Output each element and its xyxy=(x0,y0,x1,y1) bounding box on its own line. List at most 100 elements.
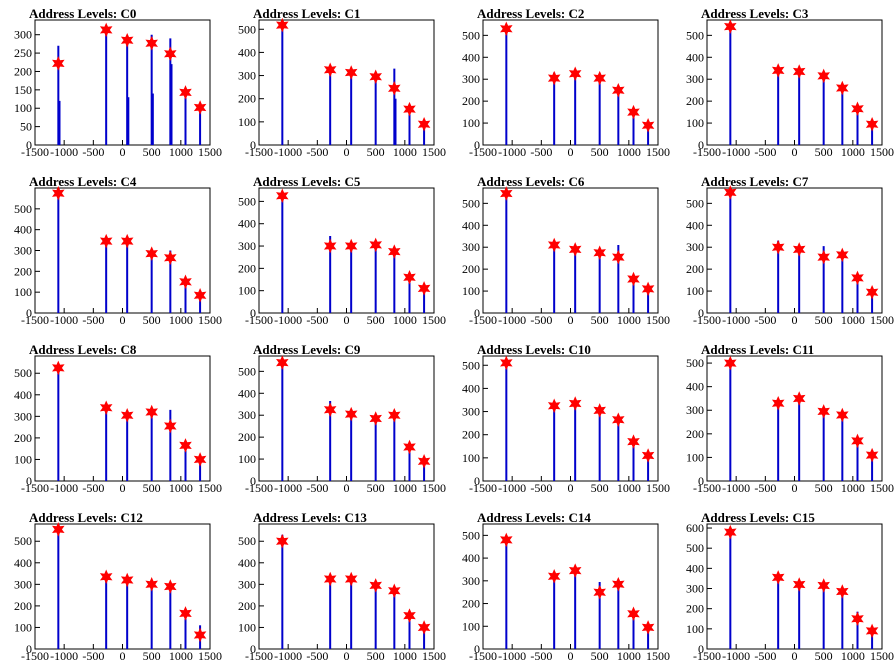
peak-marker xyxy=(164,579,177,594)
peak-marker xyxy=(403,270,416,285)
plot-frame xyxy=(482,355,659,482)
peak-marker xyxy=(388,244,401,259)
x-tick-label: 1500 xyxy=(646,649,670,663)
x-tick-label: 1500 xyxy=(198,481,222,495)
chart-svg: 0 100 200 300 400 500 -1500 -1000 -500 0 500 1000 15… xyxy=(238,523,446,663)
y-tick-label: 300 xyxy=(238,69,256,83)
x-tick-label: 500 xyxy=(143,313,161,327)
plot-frame xyxy=(258,187,435,314)
y-tick-label: 100 xyxy=(238,115,256,129)
chart-panel: Address Levels: C6 0 100 200 300 400 500 -1500-… xyxy=(448,168,672,336)
x-tick-label: 500 xyxy=(591,313,609,327)
x-tick-label: 1000 xyxy=(393,313,417,327)
x-tick-label: 0 xyxy=(568,649,574,663)
peak-marker xyxy=(792,242,806,257)
chart-panel: Address Levels: C9 0 100 200 300 400 500 -1500-… xyxy=(224,336,448,504)
x-tick-label: 0 xyxy=(344,649,350,663)
x-tick-label: -500 xyxy=(754,313,776,327)
y-tick-label: 400 xyxy=(686,50,704,64)
y-tick-label: 500 xyxy=(14,202,32,216)
y-tick-label: 200 xyxy=(238,92,256,106)
x-tick-label: -500 xyxy=(754,481,776,495)
x-tick-label: 1000 xyxy=(169,145,193,159)
plot-frame xyxy=(258,19,435,146)
y-tick-label: 200 xyxy=(462,262,480,276)
y-tick-label: 200 xyxy=(238,430,256,444)
y-tick-label: 300 xyxy=(238,239,256,253)
y-tick-label: 500 xyxy=(462,28,480,42)
y-tick-label: 400 xyxy=(238,386,256,400)
x-tick-label: -1000 xyxy=(50,481,78,495)
y-tick-label: 300 xyxy=(462,405,480,419)
y-tick-label: 200 xyxy=(686,427,704,441)
peak-marker xyxy=(593,245,606,260)
peak-marker xyxy=(500,532,513,548)
y-tick-label: 300 xyxy=(14,409,32,423)
peak-marker xyxy=(52,185,65,201)
peak-marker xyxy=(388,407,401,423)
peak-marker xyxy=(627,434,640,449)
peak-marker xyxy=(641,620,655,635)
x-tick-label: -1000 xyxy=(274,313,302,327)
y-tick-label: 300 xyxy=(686,72,704,86)
peak-marker xyxy=(276,17,289,33)
peak-marker xyxy=(817,404,830,419)
y-tick-label: 100 xyxy=(462,284,480,298)
chart-svg: 0 100 200 300 400 500 -1500 -1000 -500 0 500 1000 15… xyxy=(462,523,670,663)
chart-title: Address Levels: C6 xyxy=(477,174,585,189)
x-tick-label: -1000 xyxy=(274,145,302,159)
y-tick-label: 200 xyxy=(462,428,480,442)
chart-panel: Address Levels: C1 0 100 200 300 400 500 -1500-… xyxy=(224,0,448,168)
peak-marker xyxy=(52,56,65,71)
x-tick-label: 500 xyxy=(367,313,385,327)
chart-title: Address Levels: C12 xyxy=(29,510,143,525)
y-tick-label: 200 xyxy=(686,262,704,276)
y-tick-label: 0 xyxy=(26,642,32,656)
peak-marker xyxy=(179,606,192,621)
peak-marker xyxy=(851,101,864,117)
chart-panel: Address Levels: C8 0 100 200 300 400 500 -1500-… xyxy=(0,336,224,504)
peak-marker xyxy=(547,237,561,253)
peak-marker xyxy=(52,522,65,537)
chart-panel: Address Levels: C11 0 100 200 300 400 500 -1500… xyxy=(672,336,896,504)
chart-panel: Address Levels: C14 0 100 200 300 400 500 -1500… xyxy=(448,504,672,672)
peak-marker xyxy=(865,447,879,463)
x-tick-label: -500 xyxy=(530,313,552,327)
x-tick-label: 0 xyxy=(120,313,126,327)
y-tick-label: 100 xyxy=(462,619,480,633)
peak-marker xyxy=(344,238,358,254)
peak-marker xyxy=(771,63,785,78)
x-tick-label: -1500 xyxy=(693,649,721,663)
x-tick-label: -1000 xyxy=(498,313,526,327)
x-tick-label: 0 xyxy=(792,481,798,495)
peak-marker xyxy=(193,100,207,115)
peak-marker xyxy=(99,569,113,585)
x-tick-label: -1500 xyxy=(245,145,273,159)
peak-marker xyxy=(179,274,192,290)
chart-svg: 0 100 200 300 400 500 -1500 -1000 -500 0 500 1000 15… xyxy=(686,19,894,159)
x-tick-label: -1500 xyxy=(21,313,49,327)
peak-marker xyxy=(724,185,737,200)
y-tick-label: 400 xyxy=(14,556,32,570)
y-tick-label: 200 xyxy=(686,94,704,108)
plot-frame xyxy=(34,19,211,146)
y-tick-label: 0 xyxy=(26,474,32,488)
peak-marker xyxy=(865,284,879,300)
peak-marker xyxy=(568,242,582,257)
y-tick-label: 400 xyxy=(462,50,480,64)
y-tick-label: 100 xyxy=(238,620,256,634)
peak-marker xyxy=(500,21,513,37)
y-tick-label: 600 xyxy=(686,521,704,535)
y-tick-label: 100 xyxy=(686,116,704,130)
peak-marker xyxy=(145,246,158,261)
chart-title: Address Levels: C10 xyxy=(477,342,591,357)
y-tick-label: 0 xyxy=(698,474,704,488)
chart-svg: 0 50 100 150 200 250 300 -1500 -1000 -500 0 500 1000… xyxy=(14,19,222,159)
peak-marker xyxy=(323,571,337,587)
y-tick-label: 200 xyxy=(14,264,32,278)
x-tick-label: 1500 xyxy=(870,481,894,495)
y-tick-label: 400 xyxy=(238,217,256,231)
chart-title: Address Levels: C9 xyxy=(253,342,361,357)
y-tick-label: 0 xyxy=(474,474,480,488)
x-tick-label: -1500 xyxy=(21,481,49,495)
